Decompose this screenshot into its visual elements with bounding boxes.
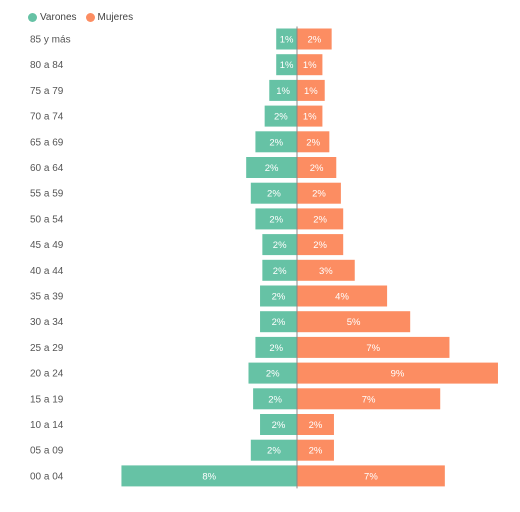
y-tick-label: 45 a 49 <box>30 240 64 251</box>
bar-mujeres <box>297 414 334 435</box>
legend-label-varones: Varones <box>40 11 77 23</box>
data-label-varones: 2% <box>265 163 279 174</box>
data-label-mujeres: 7% <box>362 394 376 405</box>
y-tick-label: 15 a 19 <box>30 394 64 405</box>
data-label-varones: 2% <box>269 137 283 148</box>
y-tick-label: 00 a 04 <box>30 471 64 482</box>
bar-mujeres <box>297 234 344 256</box>
bar-varones <box>255 131 297 153</box>
data-label-varones: 1% <box>280 60 294 71</box>
data-label-mujeres: 9% <box>391 369 405 380</box>
bar-varones <box>262 234 297 256</box>
data-label-varones: 2% <box>267 446 281 457</box>
bar-varones <box>255 336 297 358</box>
bar-varones <box>121 465 297 487</box>
data-label-mujeres: 1% <box>303 60 317 71</box>
y-tick-label: 75 a 79 <box>30 86 64 97</box>
bar-varones <box>262 259 297 281</box>
data-label-varones: 2% <box>273 240 287 251</box>
bar-varones <box>276 54 297 76</box>
bar-varones <box>248 362 297 384</box>
bar-mujeres <box>297 259 355 281</box>
data-label-mujeres: 5% <box>347 317 361 328</box>
data-label-mujeres: 7% <box>366 343 380 354</box>
bar-varones <box>253 388 297 410</box>
bar-mujeres <box>297 182 341 204</box>
bar-varones <box>260 414 297 435</box>
bar-varones <box>255 208 297 230</box>
bar-varones <box>264 105 297 127</box>
bar-mujeres <box>297 336 450 358</box>
y-tick-label: 20 a 24 <box>30 369 64 380</box>
data-label-varones: 2% <box>266 369 280 380</box>
data-label-mujeres: 1% <box>304 86 318 97</box>
data-label-mujeres: 7% <box>364 471 378 482</box>
y-tick-label: 10 a 14 <box>30 420 64 431</box>
legend-item-mujeres[interactable]: Mujeres <box>85 11 134 23</box>
data-label-mujeres: 2% <box>309 446 323 457</box>
y-tick-label: 80 a 84 <box>30 60 64 71</box>
data-label-mujeres: 2% <box>309 420 323 431</box>
bar-mujeres <box>297 105 323 127</box>
y-tick-label: 30 a 34 <box>30 317 64 328</box>
y-tick-label: 50 a 54 <box>30 214 64 225</box>
bar-mujeres <box>297 208 344 230</box>
y-tick-label: 70 a 74 <box>30 112 64 123</box>
legend-swatch-varones <box>28 12 37 22</box>
bar-mujeres <box>297 54 323 76</box>
bar-mujeres <box>297 285 388 307</box>
legend-label-mujeres: Mujeres <box>97 11 134 23</box>
bar-varones <box>246 157 297 178</box>
data-label-mujeres: 3% <box>319 266 333 277</box>
data-label-varones: 2% <box>269 343 283 354</box>
bar-mujeres <box>297 465 445 487</box>
bar-mujeres <box>297 439 334 461</box>
bar-varones <box>260 285 297 307</box>
y-tick-label: 25 a 29 <box>30 343 64 354</box>
legend: Varones Mujeres <box>28 10 142 24</box>
data-label-mujeres: 1% <box>303 112 317 123</box>
data-label-varones: 2% <box>272 420 286 431</box>
bar-varones <box>276 28 297 50</box>
bar-varones <box>260 311 297 333</box>
bar-mujeres <box>297 157 337 178</box>
bar-varones <box>250 439 297 461</box>
y-tick-label: 85 y más <box>30 35 71 46</box>
y-tick-label: 40 a 44 <box>30 266 64 277</box>
bar-mujeres <box>297 388 441 410</box>
data-label-mujeres: 2% <box>307 35 321 46</box>
data-label-varones: 2% <box>269 214 283 225</box>
data-label-varones: 2% <box>268 394 282 405</box>
bar-mujeres <box>297 131 330 153</box>
bar-varones <box>250 182 297 204</box>
data-label-varones: 8% <box>202 471 216 482</box>
data-label-mujeres: 2% <box>313 214 327 225</box>
y-tick-label: 35 a 39 <box>30 292 64 303</box>
data-label-mujeres: 2% <box>312 189 326 200</box>
y-tick-label: 65 a 69 <box>30 137 64 148</box>
data-label-varones: 1% <box>280 35 294 46</box>
bar-varones <box>269 79 297 101</box>
bar-mujeres <box>297 362 498 384</box>
data-label-mujeres: 2% <box>306 137 320 148</box>
legend-item-varones[interactable]: Varones <box>28 12 77 23</box>
data-label-mujeres: 2% <box>310 163 324 174</box>
data-label-mujeres: 4% <box>335 292 349 303</box>
legend-swatch-mujeres <box>85 12 95 22</box>
data-label-varones: 2% <box>267 189 281 200</box>
data-label-varones: 2% <box>273 266 287 277</box>
data-label-varones: 2% <box>272 292 286 303</box>
y-tick-label: 05 a 09 <box>30 446 64 457</box>
bar-mujeres <box>297 28 332 50</box>
y-tick-label: 55 a 59 <box>30 189 64 200</box>
bar-mujeres <box>297 311 411 333</box>
data-label-varones: 2% <box>274 112 288 123</box>
bar-mujeres <box>297 79 325 101</box>
y-tick-label: 60 a 64 <box>30 163 64 174</box>
data-label-mujeres: 2% <box>313 240 327 251</box>
data-label-varones: 2% <box>272 317 286 328</box>
data-label-varones: 1% <box>276 86 290 97</box>
